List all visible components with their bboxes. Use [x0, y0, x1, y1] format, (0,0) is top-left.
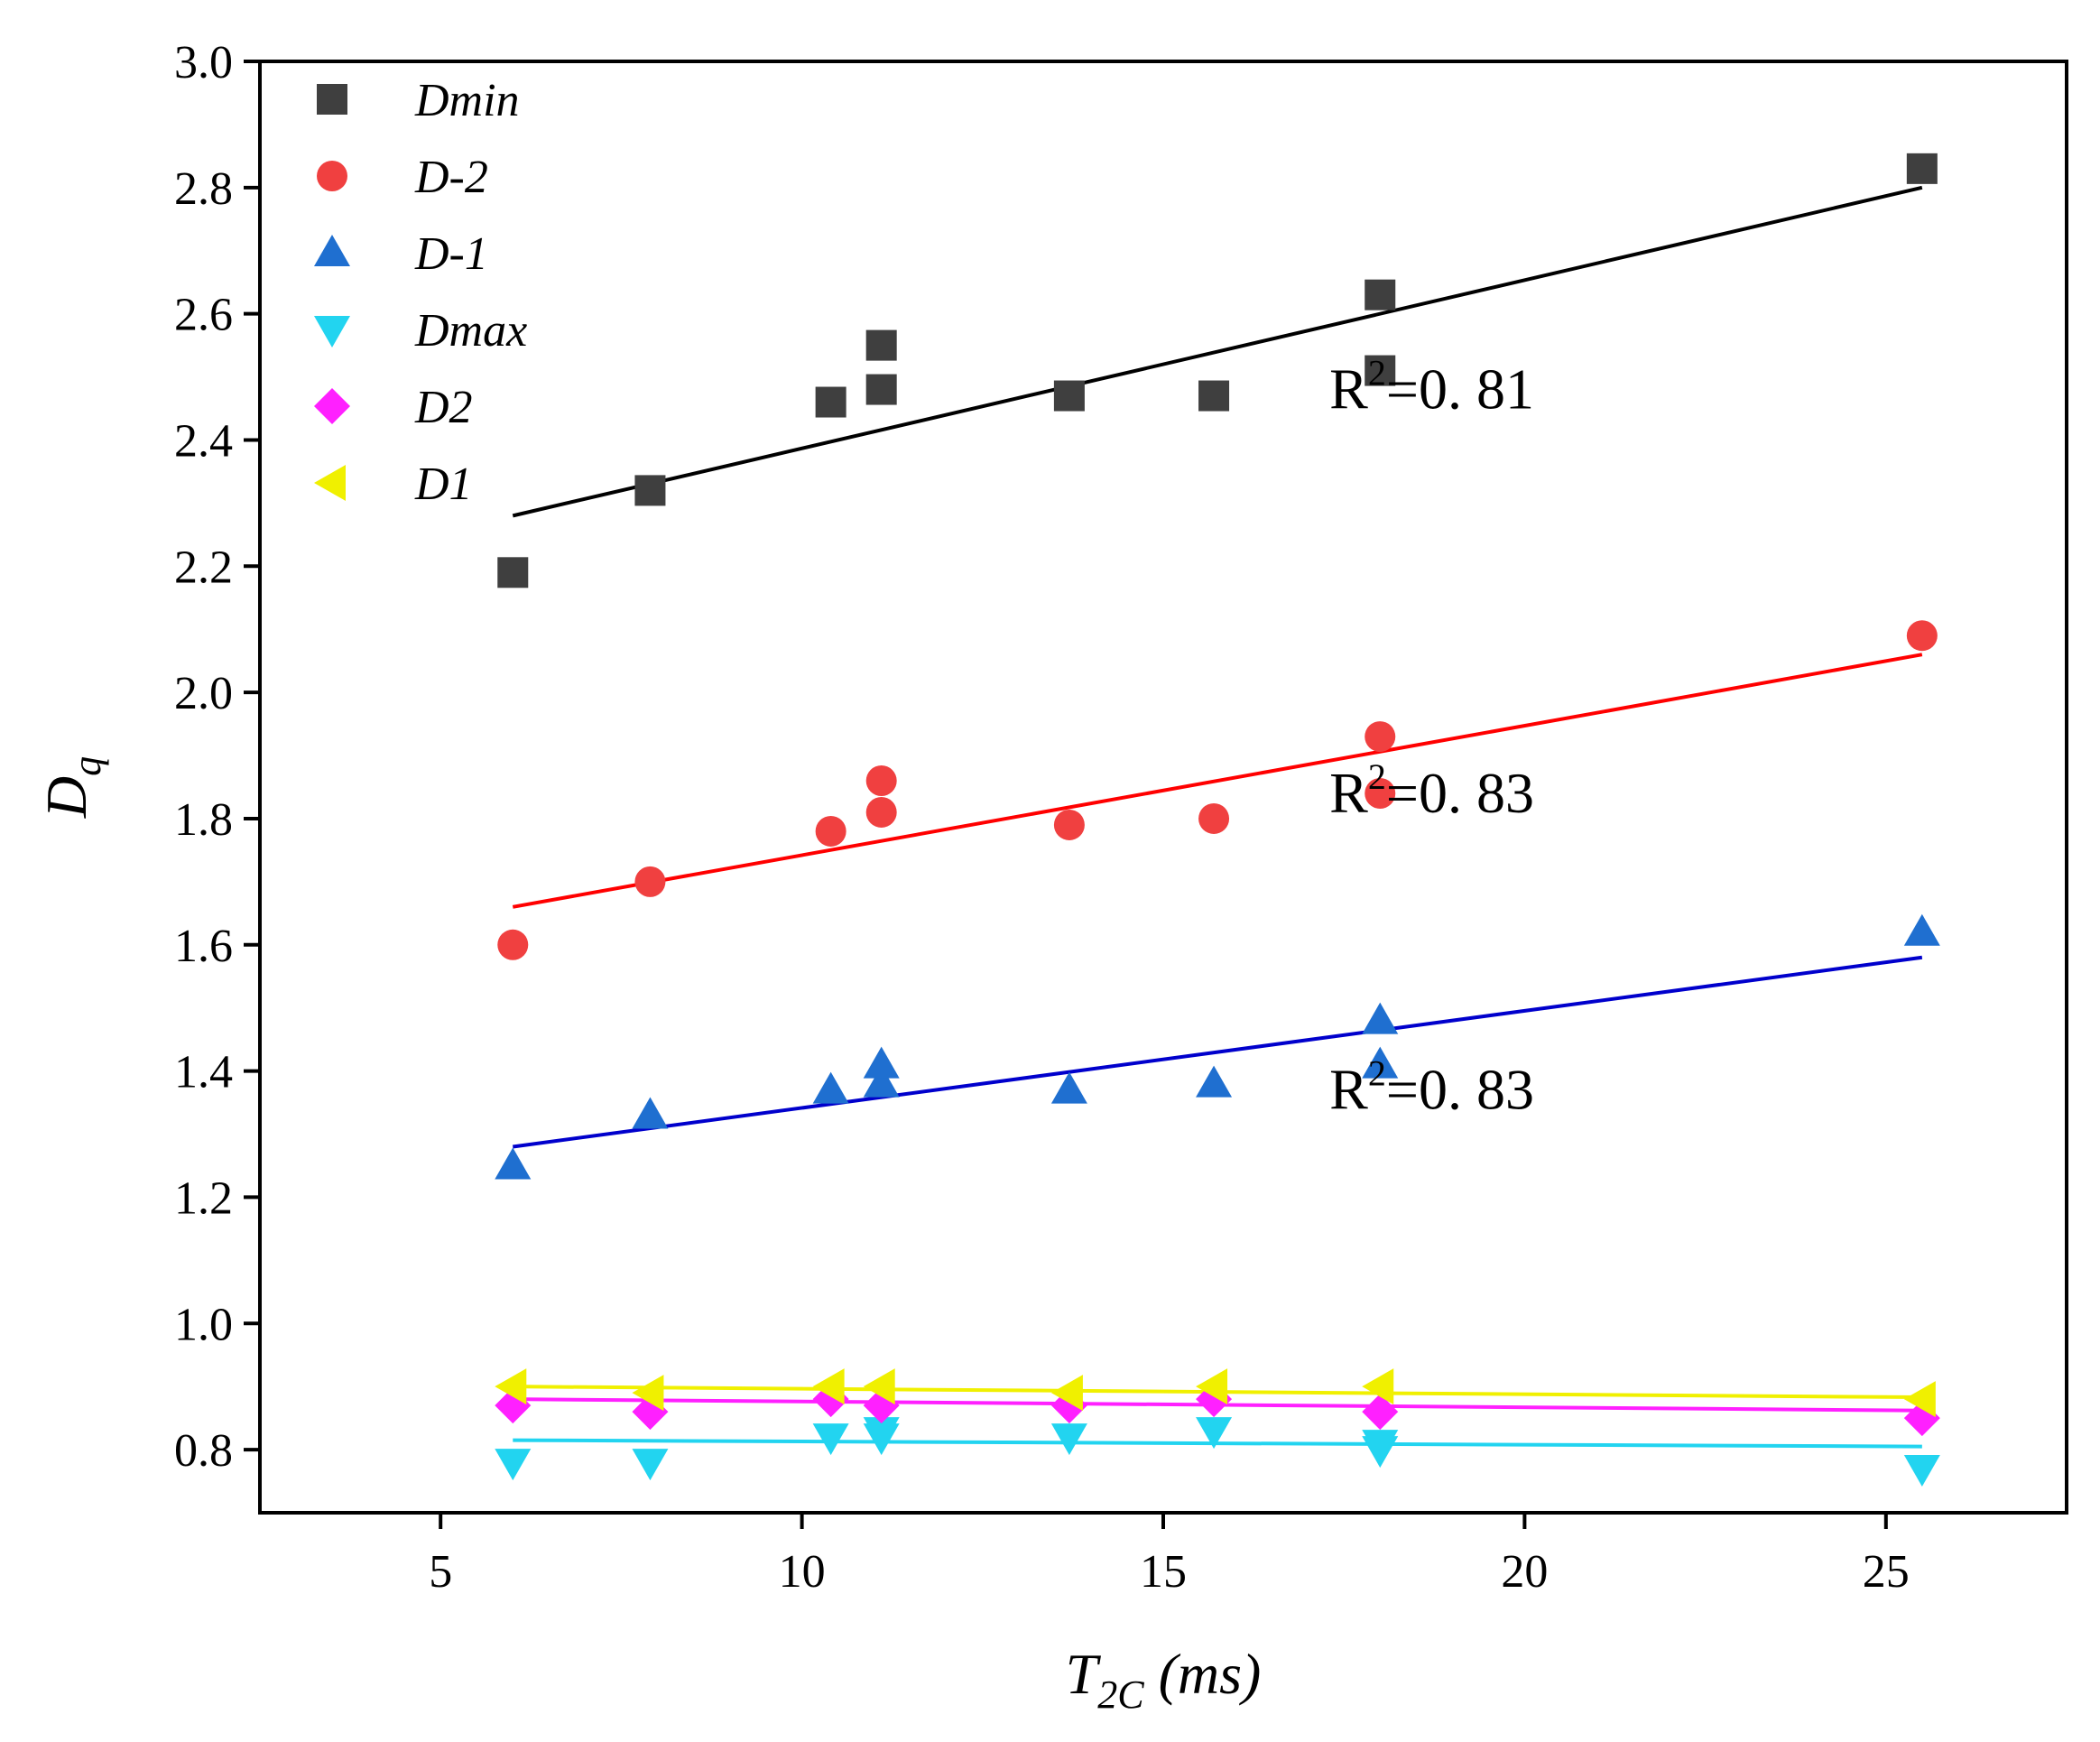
point-dmax [1362, 1436, 1399, 1469]
x-axis-title-unit: (ms) [1144, 1642, 1262, 1706]
legend-marker-dmax [314, 316, 350, 347]
point-d-1 [1050, 1071, 1087, 1104]
axis-ticks: 5 10 15 20 25 0.8 1.0 1.2 1.4 1.6 1.8 2.0 2.2 2.4 2.6 2… [174, 37, 1910, 1598]
point-dmin [634, 475, 666, 506]
point-d1 [1196, 1368, 1228, 1405]
r-squared-label: R2=0. 83 [1329, 756, 1534, 825]
point-d-1 [495, 1147, 532, 1180]
y-tick-label: 2.2 [174, 542, 233, 593]
point-dmax [812, 1423, 849, 1456]
point-d-2 [865, 796, 897, 828]
y-tick-label: 2.6 [174, 290, 233, 341]
point-d1 [1050, 1375, 1083, 1412]
r-squared-label: R2=0. 81 [1329, 353, 1534, 422]
point-d-2 [865, 765, 897, 797]
legend-marker-d-1 [314, 235, 350, 266]
point-d1 [495, 1368, 527, 1405]
point-d-2 [1198, 802, 1230, 834]
legend: Dmin D-2 D-1 Dmax D2 D1 [314, 75, 527, 510]
point-d1 [1362, 1368, 1394, 1405]
x-tick-label: 10 [779, 1546, 826, 1598]
legend-label-d1: D1 [414, 459, 473, 510]
y-tick-label: 0.8 [174, 1425, 233, 1477]
point-d2 [1362, 1394, 1399, 1431]
point-dmax [632, 1449, 669, 1481]
x-axis-title-main: T [1066, 1642, 1102, 1706]
point-d-2 [497, 929, 529, 960]
point-d1 [632, 1375, 664, 1412]
point-dmax [1196, 1417, 1233, 1450]
x-axis-title: T2C (ms) [1066, 1642, 1262, 1717]
point-d-1 [1903, 913, 1940, 946]
fit-line-dmax [513, 1438, 1922, 1449]
point-d-2 [815, 815, 846, 847]
point-d-2 [1906, 620, 1938, 652]
point-dmin [497, 557, 529, 588]
point-dmax [863, 1417, 900, 1450]
legend-marker-d2 [314, 388, 350, 424]
y-axis-title-sub: q [65, 756, 109, 776]
fit-line-d-2 [512, 653, 1923, 909]
point-d1 [1903, 1381, 1936, 1418]
legend-label-d-1: D-1 [414, 228, 488, 280]
point-dmin [1365, 355, 1396, 386]
point-d-1 [1196, 1065, 1233, 1098]
legend-label-dmin: Dmin [414, 75, 520, 126]
fit-line-d-1 [513, 955, 1923, 1149]
point-dmin [1906, 153, 1938, 184]
point-d1 [863, 1368, 895, 1405]
point-d-2 [1365, 777, 1396, 809]
y-tick-label: 1.4 [174, 1047, 233, 1098]
point-dmax [1050, 1423, 1087, 1456]
y-tick-label: 1.2 [174, 1172, 233, 1224]
legend-marker-d-2 [317, 161, 347, 191]
point-dmax [1903, 1455, 1940, 1487]
x-tick-label: 5 [429, 1546, 452, 1598]
y-tick-label: 1.6 [174, 921, 233, 972]
point-d-1 [863, 1065, 900, 1098]
point-d-1 [632, 1097, 669, 1129]
point-dmin [865, 374, 897, 405]
point-dmin [1053, 380, 1085, 412]
point-d-1 [812, 1071, 849, 1104]
y-tick-label: 1.8 [174, 794, 233, 846]
point-d-2 [1053, 809, 1085, 840]
y-tick-label: 1.0 [174, 1299, 233, 1350]
legend-marker-dmin [317, 84, 347, 115]
y-tick-label: 2.4 [174, 415, 233, 467]
legend-label-d2: D2 [414, 382, 473, 433]
y-axis-title: Dq [34, 756, 109, 819]
point-d-2 [634, 866, 666, 897]
y-tick-label: 2.0 [174, 668, 233, 719]
legend-label-dmax: Dmax [414, 305, 527, 357]
point-d-1 [1362, 1046, 1399, 1079]
point-dmax [495, 1449, 532, 1481]
legend-marker-d1 [314, 465, 346, 501]
y-tick-label: 2.8 [174, 163, 233, 215]
fit-line-dmin [512, 185, 1923, 518]
point-d-1 [1362, 1002, 1399, 1034]
point-dmin [1198, 380, 1230, 412]
x-axis-title-sub: 2C [1097, 1673, 1144, 1717]
r-squared-label: R2=0. 83 [1329, 1053, 1534, 1122]
x-tick-label: 15 [1140, 1546, 1187, 1598]
x-tick-label: 25 [1863, 1546, 1910, 1598]
y-axis-title-main: D [34, 776, 98, 819]
x-tick-label: 20 [1501, 1546, 1548, 1598]
point-dmin [1365, 279, 1396, 310]
point-dmin [865, 329, 897, 361]
y-tick-label: 3.0 [174, 37, 233, 88]
legend-label-d-2: D-2 [414, 152, 488, 203]
point-d1 [812, 1368, 845, 1405]
point-d-2 [1365, 721, 1396, 753]
point-d-1 [863, 1046, 900, 1079]
r-squared-annotations: R2=0. 81 R2=0. 83 R2=0. 83 [1329, 353, 1534, 1122]
point-dmin [815, 386, 846, 418]
data-markers [495, 153, 1940, 1487]
